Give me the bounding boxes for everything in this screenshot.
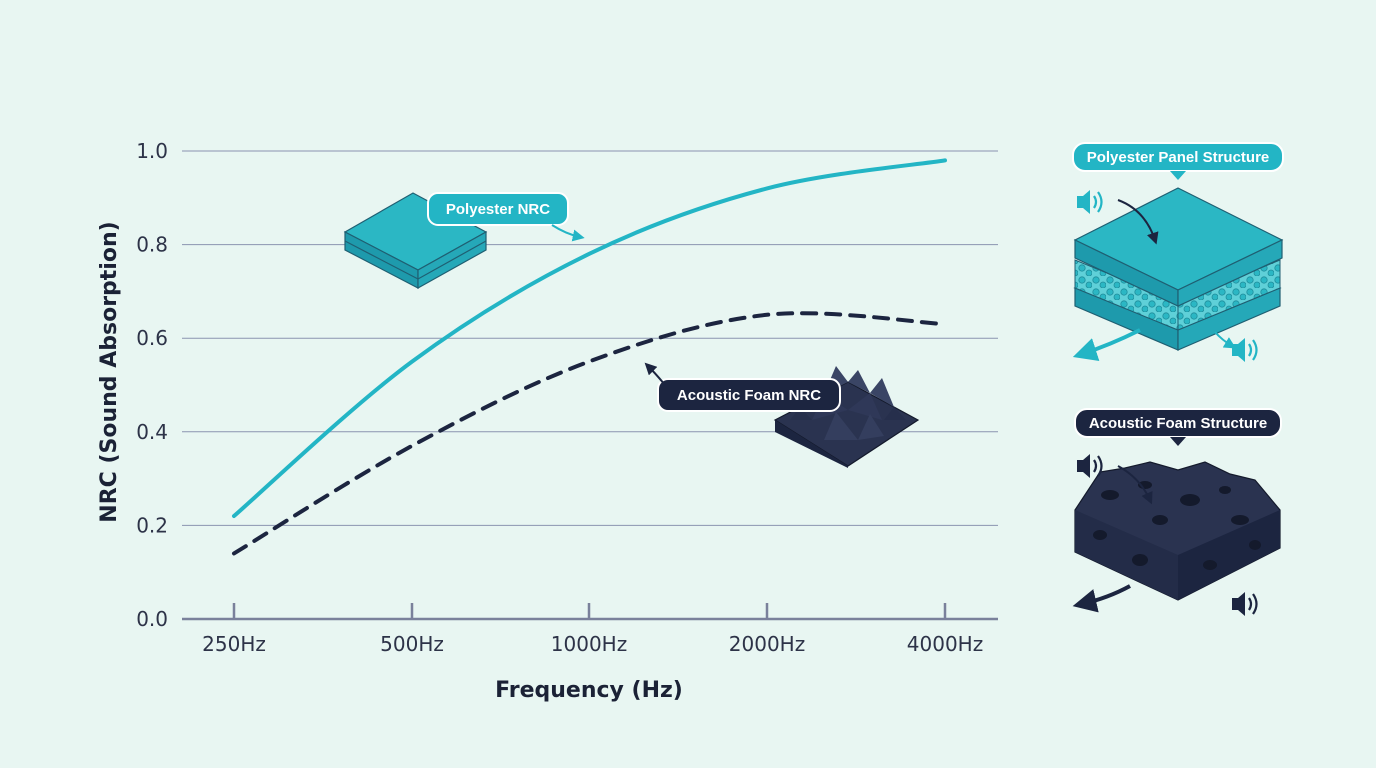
y-tick-label: 0.2 <box>136 513 168 537</box>
y-tick-label: 0.8 <box>136 233 168 257</box>
x-axis-title: Frequency (Hz) <box>495 678 683 703</box>
y-axis-title: NRC (Sound Absorption) <box>97 221 122 522</box>
speaker-icon <box>1077 190 1103 214</box>
incoming-sound-arrow-icon <box>1117 465 1153 505</box>
x-tick-label: 4000Hz <box>907 632 983 656</box>
reflected-sound-arrow-icon <box>1072 584 1131 613</box>
foam-structure-panel: Acoustic Foam Structure <box>1072 408 1282 616</box>
polyester-callout-label: Polyester NRC <box>446 201 550 218</box>
x-tick-label: 2000Hz <box>729 632 805 656</box>
x-axis: 250Hz 500Hz 1000Hz 2000Hz 4000Hz <box>182 603 998 656</box>
y-tick-label: 0.4 <box>136 420 168 444</box>
x-tick-label: 500Hz <box>380 632 444 656</box>
foam-callout-arrow-icon <box>644 362 666 386</box>
polyester-panel-icon <box>343 192 488 290</box>
y-tick-label: 0.0 <box>136 607 168 631</box>
foam-callout-label: Acoustic Foam NRC <box>677 387 821 404</box>
transmitted-sound-arrow-icon <box>1214 331 1237 349</box>
foam-structure-title: Acoustic Foam Structure <box>1089 415 1267 432</box>
reflected-sound-arrow-icon <box>1072 328 1141 362</box>
incoming-sound-arrow-icon <box>1117 199 1159 245</box>
y-tick-label: 1.0 <box>136 139 168 163</box>
x-tick-label: 250Hz <box>202 632 266 656</box>
foam-callout: Acoustic Foam NRC <box>644 362 841 412</box>
x-tick-label: 1000Hz <box>551 632 627 656</box>
speaker-icon <box>1232 592 1258 616</box>
polyester-structure-title: Polyester Panel Structure <box>1087 149 1270 166</box>
speaker-icon <box>1077 454 1103 478</box>
series-lines <box>232 158 947 556</box>
polyester-nrc-line <box>232 158 947 519</box>
y-tick-label: 0.6 <box>136 326 168 350</box>
speaker-icon <box>1232 338 1258 362</box>
polyester-callout-arrow-icon <box>551 224 585 242</box>
polyester-callout: Polyester NRC <box>427 192 585 242</box>
grid-lines: 0.0 0.2 0.4 0.6 0.8 1.0 <box>136 139 998 631</box>
polyester-structure-panel: Polyester Panel Structure <box>1072 142 1284 362</box>
foam-nrc-line <box>232 311 947 556</box>
